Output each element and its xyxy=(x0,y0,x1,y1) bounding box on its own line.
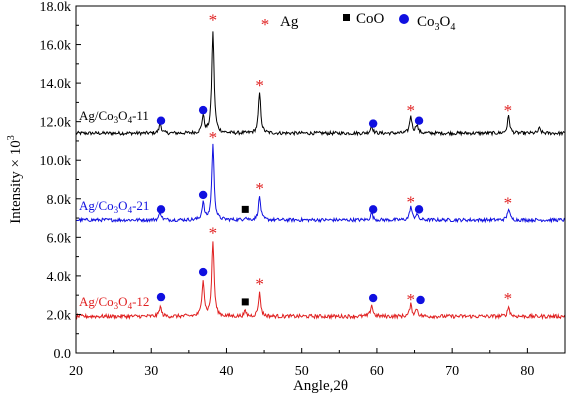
x-tick-label-70: 70 xyxy=(445,364,459,379)
series-line-3 xyxy=(75,241,566,321)
x-axis-label: Angle,2θ xyxy=(293,378,348,394)
y-tick-label-0: 0.0 xyxy=(54,347,72,362)
series-label-part: -21 xyxy=(132,198,149,213)
series-label-part: -11 xyxy=(132,108,149,123)
series-1-marker-4-star: * xyxy=(255,76,264,95)
legend-co3o4-sub: 3 xyxy=(435,22,440,33)
series-label-part: O xyxy=(118,294,127,309)
legend: * Ag CoO Co3O4 xyxy=(261,11,456,34)
y-tick-label-2: 4.0k xyxy=(47,270,72,285)
y-tick-label-9: 18.0k xyxy=(40,0,72,15)
y-tick-label-1: 2.0k xyxy=(47,308,72,323)
series-1-marker-3-star: * xyxy=(209,10,218,29)
y-tick-label-6: 12.0k xyxy=(40,116,72,131)
series-3-marker-3-star: * xyxy=(209,224,218,243)
y-tick-label-5: 10.0k xyxy=(40,154,72,169)
series-2-marker-8-circle xyxy=(414,205,424,214)
series-label-sub: 3 xyxy=(114,301,119,311)
legend-circle-icon xyxy=(399,14,409,24)
x-tick-label-30: 30 xyxy=(144,364,158,379)
legend-star-icon: * xyxy=(261,15,270,34)
series-3-marker-2-circle xyxy=(198,267,208,277)
series-label-sub: 3 xyxy=(114,205,119,215)
x-tick-label-80: 80 xyxy=(520,364,534,379)
y-tick-label-7: 14.0k xyxy=(40,77,72,92)
series-label-3: Ag/Co3O4-12 xyxy=(79,294,149,311)
series-2-marker-3-star: * xyxy=(209,128,218,147)
series-label-2: Ag/Co3O4-21 xyxy=(79,198,149,215)
series-3-marker-8-circle xyxy=(416,295,425,305)
series-3-marker-6-circle xyxy=(368,293,378,303)
series-3-marker-5-star: * xyxy=(255,275,264,294)
x-tick-label-40: 40 xyxy=(219,364,233,379)
series-line-1 xyxy=(75,31,566,137)
series-label-sub: 3 xyxy=(114,115,119,125)
x-tick-label-50: 50 xyxy=(295,364,309,379)
series-1-marker-7-circle xyxy=(414,116,424,125)
y-tick-label-3: 6.0k xyxy=(47,231,72,246)
series-label-1: Ag/Co3O4-11 xyxy=(79,108,149,125)
y-axis-label: Intensity × 103 xyxy=(6,135,24,223)
series-label-part: O xyxy=(118,108,127,123)
series-2-marker-7-star: * xyxy=(407,193,416,212)
series-1-marker-2-circle xyxy=(198,105,208,115)
series-2-marker-4-square xyxy=(241,205,249,213)
legend-square-icon xyxy=(343,14,350,21)
series-3-marker-7-star: * xyxy=(407,290,416,309)
series-1-marker-8-star: * xyxy=(504,101,513,120)
legend-label-co3o4: Co3O4 xyxy=(417,14,455,33)
series-label-sub: 4 xyxy=(128,301,133,311)
series-2-marker-6-circle xyxy=(368,205,378,214)
y-axis-label-text: Intensity × 10 xyxy=(8,140,24,223)
series-3-marker-4-square xyxy=(241,298,249,306)
legend-label-coo: CoO xyxy=(356,11,385,27)
legend-co3o4-sub: 4 xyxy=(450,22,455,33)
series-1-marker-5-circle xyxy=(368,119,378,128)
series-label-part: Ag/Co xyxy=(79,108,114,123)
x-tick-label-20: 20 xyxy=(69,364,83,379)
series-2-marker-2-circle xyxy=(198,190,208,200)
series-3-marker-9-star: * xyxy=(504,289,513,308)
series-2-marker-1-circle xyxy=(156,205,166,214)
axes: 20 30 40 50 60 70 80 0.0 2.0k 4.0k 6.0k 8.0k 10.0k 12… xyxy=(6,0,566,394)
series-2-marker-9-star: * xyxy=(504,194,513,213)
series-3-marker-1-circle xyxy=(156,292,166,302)
series-1-marker-6-star: * xyxy=(407,101,416,120)
y-tick-label-8: 16.0k xyxy=(40,39,72,54)
legend-co3o4-part: Co xyxy=(417,14,435,30)
series-label-sub: 4 xyxy=(128,205,133,215)
series-line-2 xyxy=(75,143,566,224)
series-label-part: -12 xyxy=(132,294,149,309)
series-label-part: O xyxy=(118,198,127,213)
x-tick-label-60: 60 xyxy=(370,364,384,379)
legend-co3o4-part: O xyxy=(440,14,451,30)
series-label-part: Ag/Co xyxy=(79,198,114,213)
series-1-marker-1-circle xyxy=(156,116,166,125)
series-label-sub: 4 xyxy=(128,115,133,125)
series-2-marker-5-star: * xyxy=(255,179,264,198)
series-label-part: Ag/Co xyxy=(79,294,114,309)
y-axis-label-superscript: 3 xyxy=(6,135,17,140)
plot-area: * * * * * * * * * * * * xyxy=(75,10,566,321)
y-tick-label-4: 8.0k xyxy=(47,193,72,208)
legend-label-ag: Ag xyxy=(280,14,299,30)
